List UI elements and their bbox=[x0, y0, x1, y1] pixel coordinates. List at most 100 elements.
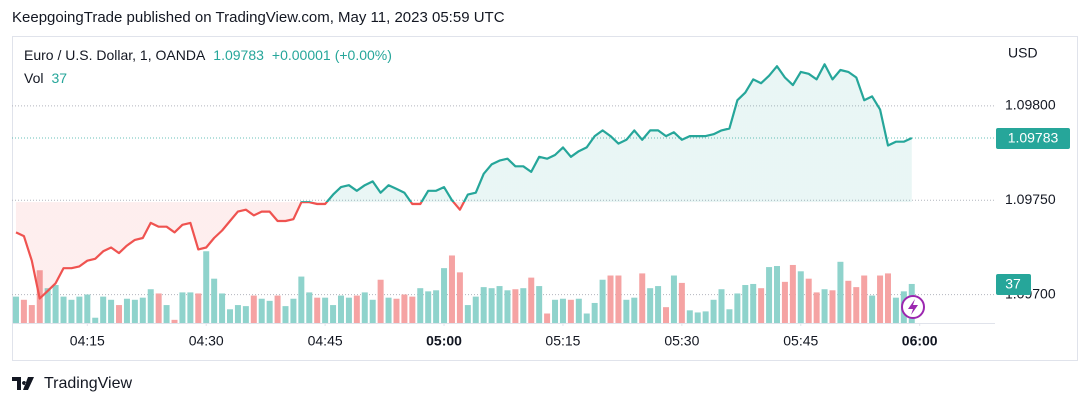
volume-bar bbox=[345, 297, 352, 323]
volume-bar bbox=[710, 299, 717, 323]
volume-bar bbox=[266, 300, 273, 323]
volume-bar bbox=[544, 313, 551, 323]
volume-bar bbox=[298, 276, 305, 323]
volume-bar bbox=[123, 298, 130, 323]
price-change: +0.00001 bbox=[272, 47, 331, 63]
volume-bar bbox=[480, 287, 487, 323]
volume-bar bbox=[472, 296, 479, 323]
volume-bar bbox=[670, 275, 677, 323]
volume-bar bbox=[250, 295, 257, 323]
volume-bar bbox=[766, 267, 773, 323]
volume-bar bbox=[227, 309, 234, 323]
volume-bar bbox=[44, 288, 51, 323]
x-tick-label: 05:15 bbox=[545, 333, 580, 349]
volume-bar bbox=[877, 275, 884, 323]
volume-bar bbox=[425, 291, 432, 323]
volume-bar bbox=[337, 295, 344, 323]
volume-bar bbox=[773, 266, 780, 323]
x-tick-label: 04:15 bbox=[70, 333, 105, 349]
volume-bar bbox=[456, 272, 463, 323]
volume-bar bbox=[781, 281, 788, 323]
volume-bar bbox=[171, 319, 178, 323]
volume-bar bbox=[68, 299, 75, 323]
volume-bar bbox=[155, 293, 162, 323]
x-tick-label: 05:45 bbox=[783, 333, 818, 349]
volume-bar bbox=[663, 307, 670, 323]
price-badge bbox=[996, 127, 1070, 149]
alert-icon[interactable] bbox=[901, 295, 925, 319]
volume-bar bbox=[274, 295, 281, 323]
footer-brand: TradingView bbox=[44, 375, 132, 392]
volume-bar bbox=[139, 297, 146, 323]
volume-bar bbox=[528, 277, 535, 323]
x-tick-label: 05:30 bbox=[664, 333, 699, 349]
baseline-fill bbox=[15, 64, 912, 299]
volume-bar bbox=[242, 306, 249, 323]
volume-bar bbox=[575, 298, 582, 323]
volume-bar bbox=[20, 299, 27, 323]
volume-bar bbox=[758, 288, 765, 323]
logo bbox=[12, 377, 34, 390]
volume-bar bbox=[108, 299, 115, 323]
volume-bar bbox=[718, 289, 725, 323]
legend-main: Euro / U.S. Dollar, 1, OANDA 1.09783 +0.00… bbox=[24, 47, 392, 63]
volume-bar bbox=[694, 312, 701, 323]
volume-bar bbox=[623, 299, 630, 323]
volume-bar bbox=[639, 273, 646, 323]
volume-bar bbox=[441, 268, 448, 323]
volume-bar bbox=[488, 288, 495, 323]
volume-bar bbox=[282, 306, 289, 323]
volume-bar bbox=[131, 299, 138, 323]
volume-bar bbox=[797, 271, 804, 323]
volume-bar bbox=[76, 296, 83, 323]
volume-bar bbox=[520, 288, 527, 323]
volume-bar bbox=[393, 298, 400, 323]
volume-bar bbox=[306, 292, 313, 323]
volume-bar bbox=[52, 285, 59, 323]
volume-bar bbox=[361, 292, 368, 323]
volume-bar bbox=[187, 292, 194, 323]
volume-bar bbox=[536, 286, 543, 323]
x-tick-label: 06:00 bbox=[902, 333, 938, 349]
price-badge-label: 1.09783 bbox=[1008, 130, 1059, 146]
x-tick-label: 04:45 bbox=[308, 333, 343, 349]
volume-bar bbox=[28, 305, 35, 323]
volume-name: Vol bbox=[24, 70, 43, 86]
volume-bar bbox=[211, 278, 218, 323]
volume-bar bbox=[314, 297, 321, 323]
volume-bar bbox=[353, 295, 360, 323]
volume-bar bbox=[290, 298, 297, 323]
volume-bar bbox=[401, 294, 408, 323]
volume-bar bbox=[607, 275, 614, 323]
symbol-name: Euro / U.S. Dollar, 1, OANDA bbox=[24, 47, 206, 63]
volume-bar bbox=[433, 290, 440, 323]
volume-bar bbox=[853, 287, 860, 323]
volume-bar bbox=[567, 299, 574, 323]
volume-bar bbox=[631, 297, 638, 323]
volume-bar bbox=[92, 317, 99, 323]
volume-bar bbox=[195, 293, 202, 323]
volume-bar bbox=[234, 305, 241, 323]
volume-bar bbox=[829, 290, 836, 323]
volume-bar bbox=[504, 290, 511, 323]
volume-bar bbox=[837, 261, 844, 323]
price-line bbox=[15, 63, 913, 300]
volume-badge bbox=[996, 273, 1031, 295]
volume-bar bbox=[892, 297, 899, 323]
volume-bar bbox=[583, 313, 590, 323]
volume-bar bbox=[203, 251, 210, 323]
plot-layer: 1.098001.097501.0970004:1504:3004:4505:0… bbox=[12, 63, 1056, 349]
volume-bar bbox=[805, 278, 812, 323]
last-price: 1.09783 bbox=[213, 47, 264, 63]
volume-bar bbox=[409, 296, 416, 323]
y-tick-label: 1.09750 bbox=[1005, 191, 1056, 207]
volume-bar bbox=[845, 280, 852, 323]
volume-bar bbox=[734, 293, 741, 323]
volume-bar bbox=[116, 305, 123, 323]
volume-bar bbox=[147, 289, 154, 323]
volume-bar bbox=[591, 302, 598, 323]
x-tick-label: 05:00 bbox=[426, 333, 462, 349]
volume-bar bbox=[496, 286, 503, 323]
volume-bar bbox=[789, 264, 796, 323]
header: KeepgoingTrade published on TradingView.… bbox=[12, 9, 505, 26]
